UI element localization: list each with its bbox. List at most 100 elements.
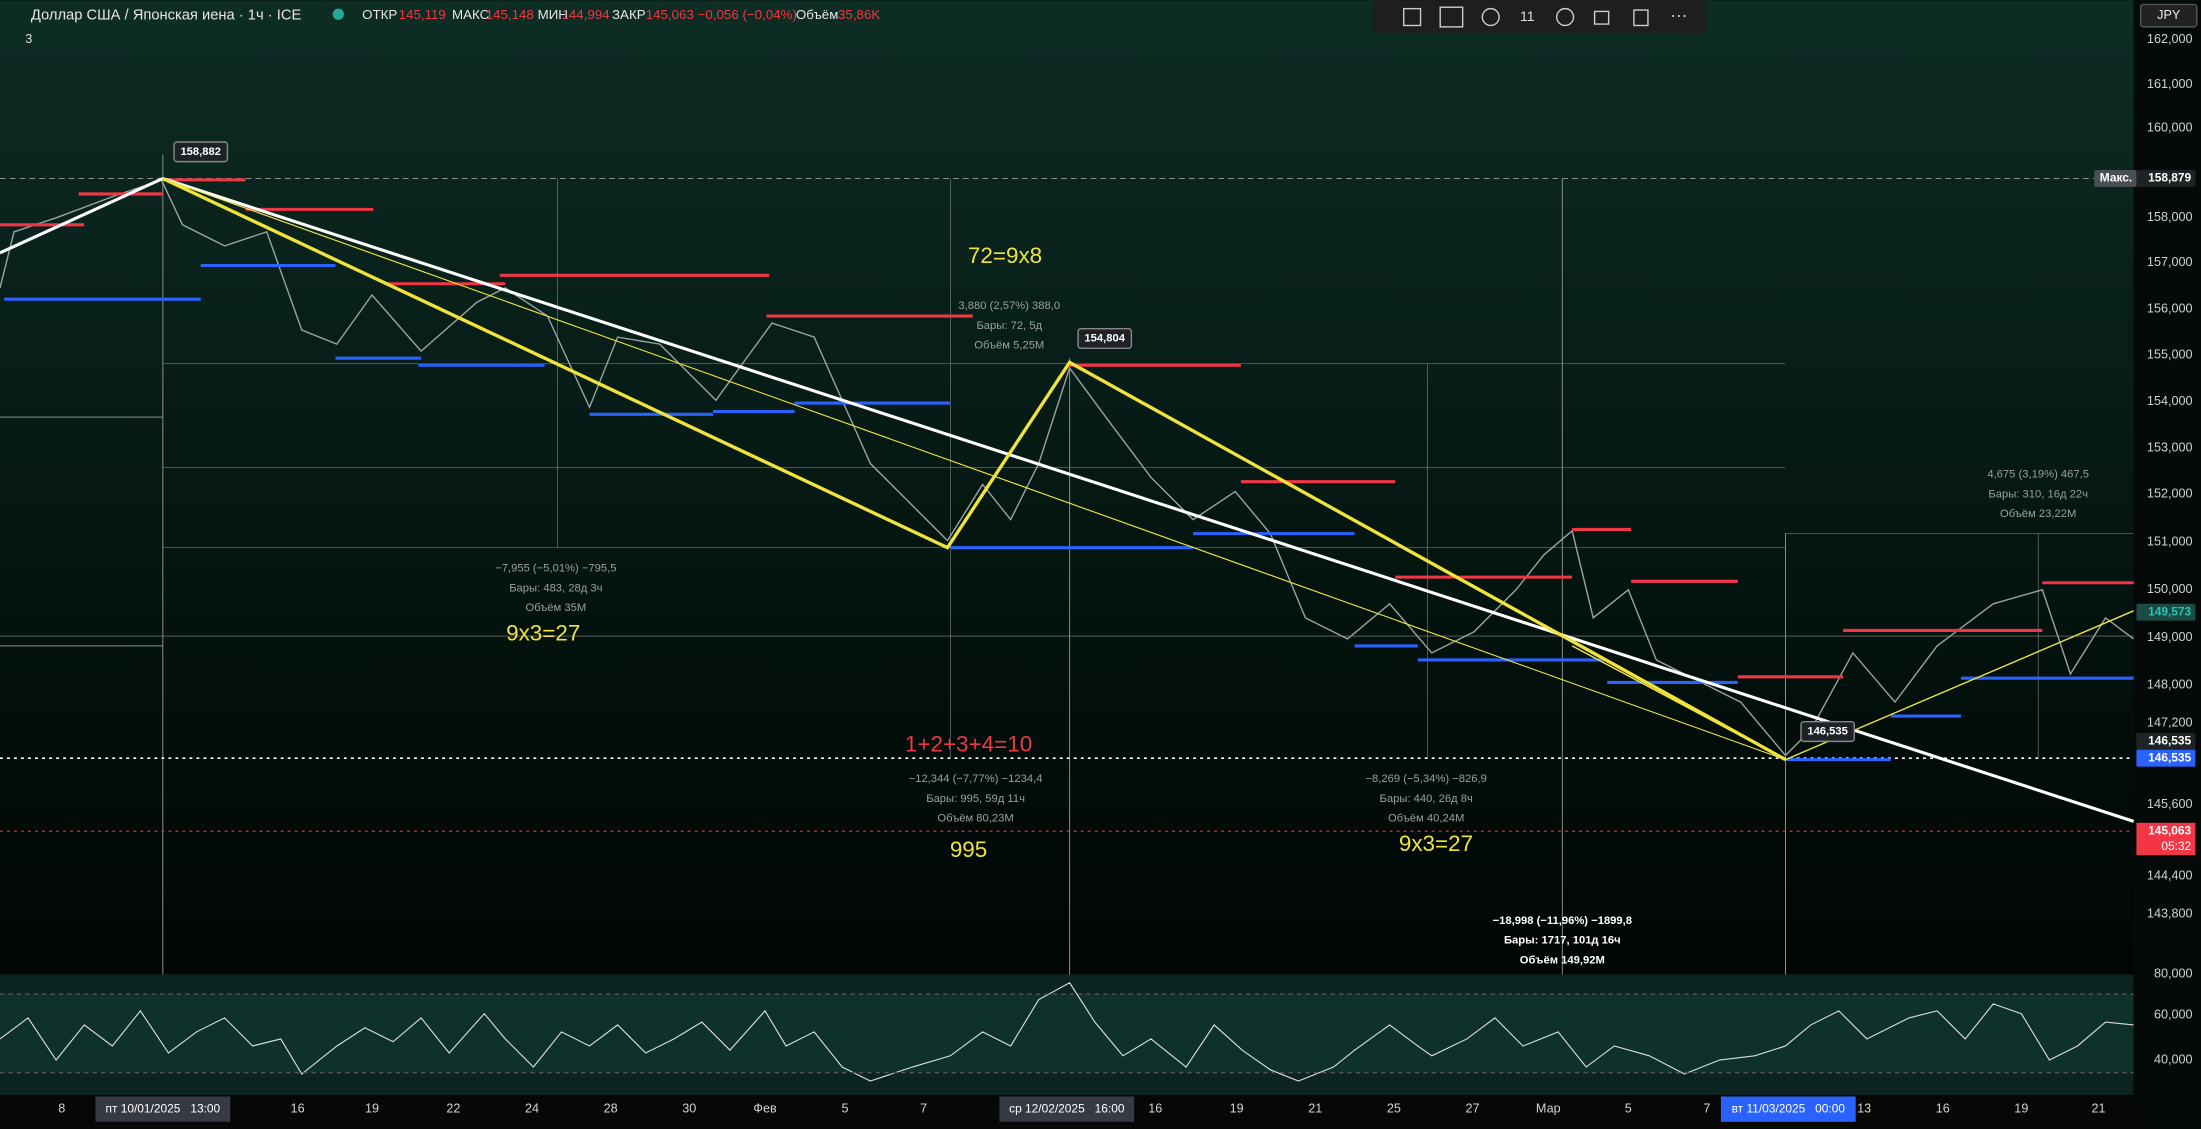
measure-text: Объём 149,92M xyxy=(1520,954,1605,966)
currency-button[interactable] xyxy=(2139,3,2198,28)
min-price: 146,535 xyxy=(2148,734,2191,748)
measure-text: 4,675 (3,19%) 467,5 xyxy=(1987,469,2089,481)
ohlc-volume-label: Объём xyxy=(796,7,838,22)
measure-text: −18,998 (−11,96%) −1899,8 xyxy=(1493,915,1632,927)
crosshair-date: ср 12/02/2025 16:00 xyxy=(1009,1101,1125,1115)
time-tick-label: 7 xyxy=(1703,1101,1710,1115)
price-tick-label: 158,000 xyxy=(2147,210,2193,224)
price-tick-label: 143,800 xyxy=(2147,906,2193,920)
toolbar-bg xyxy=(1372,0,1706,34)
measure-text: Объём 80,23M xyxy=(937,813,1013,825)
rsi-tick-label: 40,000 xyxy=(2154,1052,2193,1066)
toolbar-button[interactable] xyxy=(1481,7,1500,27)
indicator-count: 3 xyxy=(25,32,32,46)
trend-line-line xyxy=(162,177,2135,823)
measure-text: Объём 23,22M xyxy=(2000,508,2076,520)
price-tick-label: 145,600 xyxy=(2147,797,2193,811)
price-axis-bar xyxy=(2133,0,2201,1129)
annotation: 9x3=27 xyxy=(1399,831,1473,856)
callout-bg xyxy=(1077,327,1133,350)
time-tick-label: 5 xyxy=(1625,1101,1632,1115)
price-tick-label: 144,400 xyxy=(2147,868,2193,882)
time-tick-label: 19 xyxy=(1230,1101,1244,1115)
time-tick-label: 24 xyxy=(525,1101,539,1115)
last-close: 149,573 xyxy=(2148,604,2191,618)
time-tick-label: 30 xyxy=(682,1101,696,1115)
rsi-tick-label: 80,000 xyxy=(2154,967,2193,981)
crosshair-date-bg xyxy=(95,1096,231,1122)
time-tick-label: 16 xyxy=(1148,1101,1162,1115)
price-tick-label: 150,000 xyxy=(2147,582,2193,596)
support xyxy=(4,263,2134,762)
price-tick-label: 148,000 xyxy=(2147,678,2193,692)
currency: JPY xyxy=(2157,8,2181,22)
price-tick-label: 157,000 xyxy=(2147,255,2193,269)
ohlc-low-label: МИН xyxy=(538,7,568,22)
toolbar-button[interactable] xyxy=(1633,9,1649,27)
crosshair-date-bg xyxy=(999,1096,1135,1122)
measure-text: Объём 35M xyxy=(526,602,587,614)
ohlc-open-label: ОТКР xyxy=(362,7,397,22)
price-tick-label: 147,200 xyxy=(2147,715,2193,729)
toolbar-button[interactable] xyxy=(1402,7,1422,27)
toolbar-more[interactable]: ⋯ xyxy=(1670,7,1687,26)
crosshair-date-bg xyxy=(1720,1096,1856,1122)
time-tick-label: 28 xyxy=(604,1101,618,1115)
measure-text: Бары: 440, 26д 8ч xyxy=(1379,793,1472,805)
measure-text: −7,955 (−5,01%) −795,5 xyxy=(495,563,616,575)
time-tick-label: 21 xyxy=(2092,1101,2106,1115)
price-tick-label: 154,000 xyxy=(2147,394,2193,408)
measure-text: Бары: 310, 16д 22ч xyxy=(1988,488,2088,500)
ohlc-low: 144,994 xyxy=(561,7,610,22)
callout: 154,804 xyxy=(1084,332,1125,344)
rsi-band xyxy=(0,994,2134,1073)
toolbar-button[interactable] xyxy=(1593,10,1610,25)
measure-text: 3,880 (2,57%) 388,0 xyxy=(958,300,1060,312)
crosshair-price: 146,535 xyxy=(2148,750,2191,764)
annotation: 995 xyxy=(950,837,987,862)
time-tick-label: 19 xyxy=(365,1101,379,1115)
trend-line xyxy=(0,177,2135,823)
annotation: 1+2+3+4=10 xyxy=(905,732,1032,757)
wave-line-line xyxy=(162,177,1786,761)
ohlc-open: 145,119 xyxy=(399,7,446,22)
ohlc-close-label: ЗАКР xyxy=(612,7,646,22)
price-tick-label: 156,000 xyxy=(2147,301,2193,315)
max-label-bg xyxy=(2094,170,2137,187)
time-tick-label: 22 xyxy=(446,1101,460,1115)
time-tick-label: 16 xyxy=(1936,1101,1950,1115)
crosshair-date: вт 11/03/2025 00:00 xyxy=(1732,1101,1846,1115)
ohlc-close: 145,063 xyxy=(646,7,694,22)
rsi-line xyxy=(0,982,2134,1082)
status-dot xyxy=(332,8,344,20)
time-tick-label: 5 xyxy=(842,1101,849,1115)
ohlc-volume: 35,86K xyxy=(838,7,880,22)
time-tick-label: 21 xyxy=(1308,1101,1322,1115)
time-tick-label: 8 xyxy=(58,1101,65,1115)
price-tick-label: 151,000 xyxy=(2147,534,2193,548)
measure-text: Бары: 72, 5д xyxy=(976,320,1042,332)
current-price-bg xyxy=(2136,822,2196,856)
countdown: 05:32 xyxy=(2161,839,2191,853)
labels: Доллар США / Японская иена · 1ч · ICE ОТК… xyxy=(0,7,2196,1122)
rsi-tick-label: 60,000 xyxy=(2154,1007,2193,1021)
annotation: 9x3=27 xyxy=(506,621,580,646)
annotation: 72=9x8 xyxy=(968,243,1042,268)
measure-text: Бары: 483, 28д 3ч xyxy=(509,582,602,594)
measure-text: Бары: 1717, 101д 16ч xyxy=(1504,935,1621,947)
toolbar-button[interactable] xyxy=(1556,7,1575,27)
time-tick-label: 13 xyxy=(1857,1101,1871,1115)
measure-text: Объём 40,24M xyxy=(1388,813,1464,825)
trend-line-line xyxy=(0,177,164,255)
ohlc-high-label: МАКС xyxy=(452,7,490,22)
measure-text: −8,269 (−5,34%) −826,9 xyxy=(1365,773,1486,785)
price-tick-label: 153,000 xyxy=(2147,440,2193,454)
time-tick-label: 7 xyxy=(920,1101,927,1115)
line-width-button[interactable]: 11 xyxy=(1520,8,1535,24)
toolbar-button[interactable] xyxy=(1439,6,1464,28)
crosshair-price-bg xyxy=(2136,749,2196,767)
price-tick-label: 152,000 xyxy=(2147,487,2193,501)
